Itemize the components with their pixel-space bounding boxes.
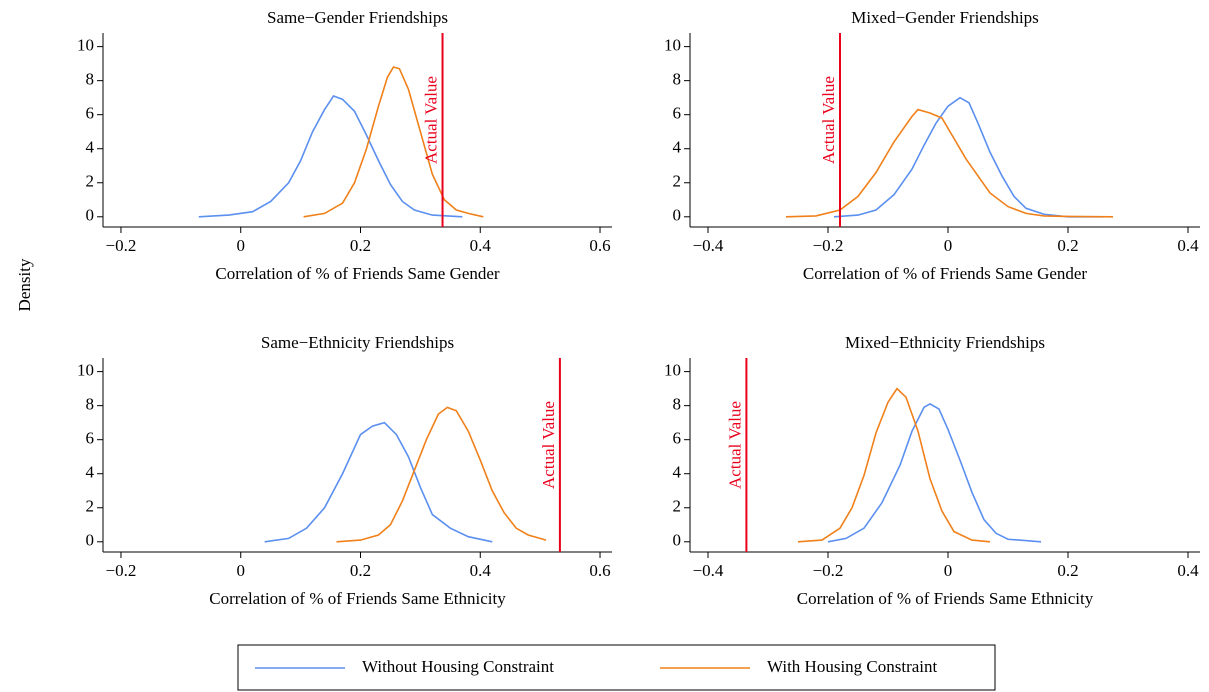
- y-tick-label: 6: [673, 429, 682, 448]
- y-tick-label: 4: [86, 138, 95, 157]
- density-line: [336, 406, 547, 543]
- y-tick-label: 6: [86, 429, 95, 448]
- reference-label: Actual Value: [421, 76, 440, 164]
- y-tick-label: 8: [673, 395, 682, 414]
- density-line: [198, 94, 463, 218]
- legend-label: Without Housing Constraint: [362, 657, 554, 676]
- x-tick-label: 0.2: [1057, 236, 1078, 255]
- panel-title: Mixed−Gender Friendships: [851, 8, 1039, 27]
- x-tick-label: −0.4: [693, 561, 724, 580]
- y-tick-label: 0: [86, 531, 95, 550]
- x-tick-label: −0.2: [106, 236, 137, 255]
- y-tick-label: 2: [673, 172, 682, 191]
- panel-title: Mixed−Ethnicity Friendships: [845, 333, 1045, 352]
- y-tick-label: 8: [86, 395, 95, 414]
- y-tick-label: 4: [673, 463, 682, 482]
- y-tick-label: 4: [673, 138, 682, 157]
- panel-title: Same−Ethnicity Friendships: [261, 333, 454, 352]
- density-line: [303, 66, 484, 218]
- panel-title: Same−Gender Friendships: [267, 8, 448, 27]
- density-line: [797, 387, 991, 543]
- legend-box: [237, 644, 996, 691]
- x-tick-label: 0: [236, 561, 245, 580]
- reference-label: Actual Value: [725, 401, 744, 489]
- x-axis-label: Correlation of % of Friends Same Ethnici…: [797, 589, 1094, 608]
- y-tick-label: 6: [86, 104, 95, 123]
- x-tick-label: 0: [944, 236, 953, 255]
- x-tick-label: 0.4: [470, 236, 492, 255]
- y-axis-label: Density: [15, 258, 34, 311]
- x-axis-label: Correlation of % of Friends Same Ethnici…: [209, 589, 506, 608]
- x-tick-label: 0.4: [1177, 236, 1199, 255]
- y-tick-label: 10: [77, 36, 94, 55]
- reference-label: Actual Value: [539, 401, 558, 489]
- y-tick-label: 2: [86, 172, 95, 191]
- y-tick-label: 10: [77, 361, 94, 380]
- y-tick-label: 10: [664, 36, 681, 55]
- y-tick-label: 10: [664, 361, 681, 380]
- y-tick-label: 2: [673, 497, 682, 516]
- y-tick-label: 2: [86, 497, 95, 516]
- y-tick-label: 0: [86, 206, 95, 225]
- x-tick-label: 0.4: [470, 561, 492, 580]
- y-tick-label: 4: [86, 463, 95, 482]
- x-axis-label: Correlation of % of Friends Same Gender: [803, 264, 1088, 283]
- x-tick-label: 0.2: [350, 561, 371, 580]
- y-tick-label: 0: [673, 206, 682, 225]
- x-axis-label: Correlation of % of Friends Same Gender: [215, 264, 500, 283]
- y-tick-label: 6: [673, 104, 682, 123]
- x-tick-label: 0.4: [1177, 561, 1199, 580]
- density-line: [785, 108, 1114, 218]
- y-tick-label: 0: [673, 531, 682, 550]
- density-line: [264, 421, 493, 543]
- legend-label: With Housing Constraint: [767, 657, 938, 676]
- y-tick-label: 8: [86, 70, 95, 89]
- x-tick-label: 0.6: [589, 561, 610, 580]
- x-tick-label: −0.2: [106, 561, 137, 580]
- x-tick-label: −0.2: [813, 561, 844, 580]
- x-tick-label: 0.2: [350, 236, 371, 255]
- density-line: [827, 403, 1042, 543]
- x-tick-label: −0.2: [813, 236, 844, 255]
- x-tick-label: 0: [944, 561, 953, 580]
- x-tick-label: −0.4: [693, 236, 724, 255]
- x-tick-label: 0.2: [1057, 561, 1078, 580]
- y-tick-label: 8: [673, 70, 682, 89]
- x-tick-label: 0: [236, 236, 245, 255]
- reference-label: Actual Value: [819, 76, 838, 164]
- density-line: [833, 96, 1104, 218]
- x-tick-label: 0.6: [589, 236, 610, 255]
